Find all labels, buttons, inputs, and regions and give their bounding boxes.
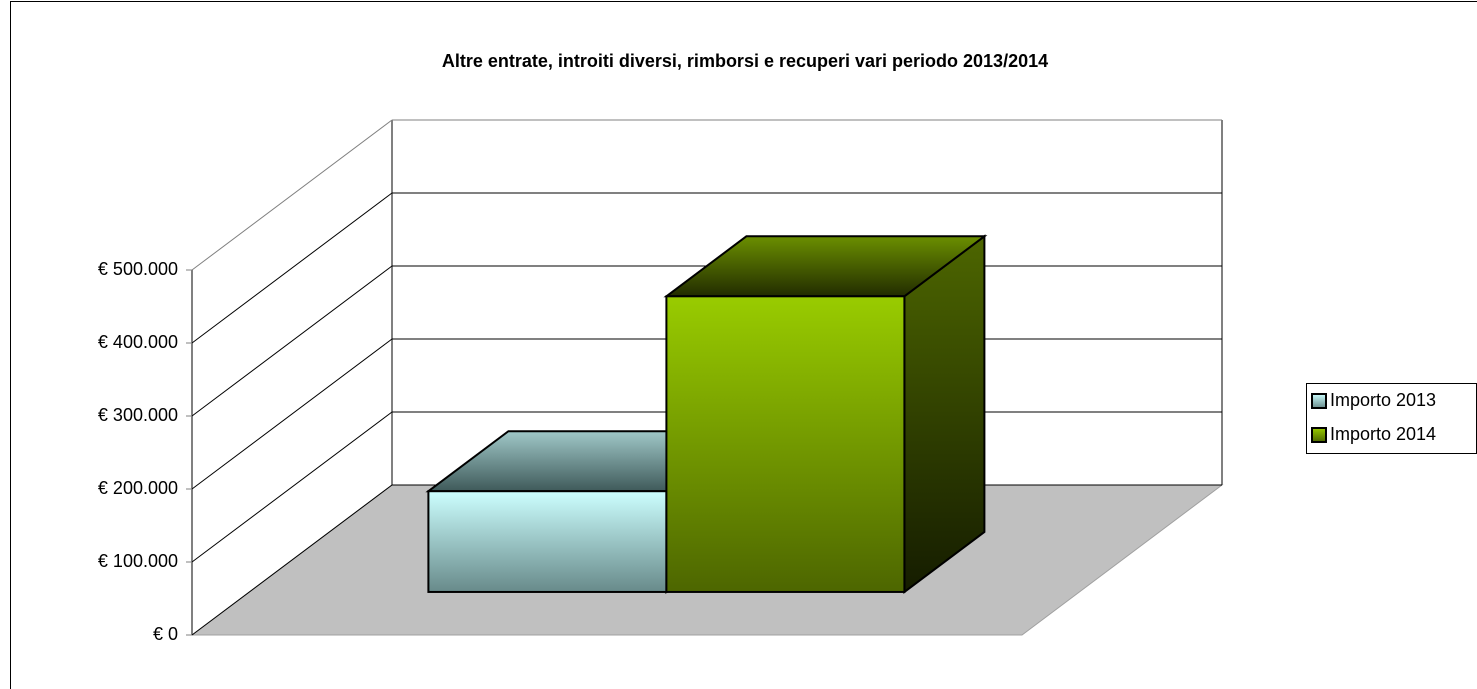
y-tick-label: € 300.000: [98, 405, 178, 425]
bar-front: [427, 490, 668, 593]
y-tick-label: € 500.000: [98, 259, 178, 279]
y-tick-label: € 400.000: [98, 332, 178, 352]
grid-line: [191, 192, 393, 344]
bar-side: [903, 234, 986, 594]
legend-box: [1306, 383, 1477, 454]
legend-swatch: [1311, 393, 1327, 409]
bar-front: [665, 295, 906, 593]
grid-line: [191, 265, 393, 417]
bar: [663, 234, 988, 594]
legend-label: Importo 2014: [1330, 424, 1436, 444]
grid-line: [191, 484, 393, 636]
chart-title: Altre entrate, introiti diversi, rimbors…: [442, 51, 1048, 71]
y-tick-label: € 0: [153, 624, 178, 644]
y-tick-label: € 200.000: [98, 478, 178, 498]
grid-line: [191, 411, 393, 563]
legend-swatch: [1311, 427, 1327, 443]
legend: Importo 2013 Importo 2014: [1306, 383, 1477, 454]
grid-line: [191, 119, 393, 271]
legend-label: Importo 2013: [1330, 390, 1436, 410]
grid-line: [191, 338, 393, 490]
y-tick-label: € 100.000: [98, 551, 178, 571]
plot-area: € 0 € 100.000 € 200.000 € 300.000 € 400.000 €…: [98, 119, 1224, 644]
